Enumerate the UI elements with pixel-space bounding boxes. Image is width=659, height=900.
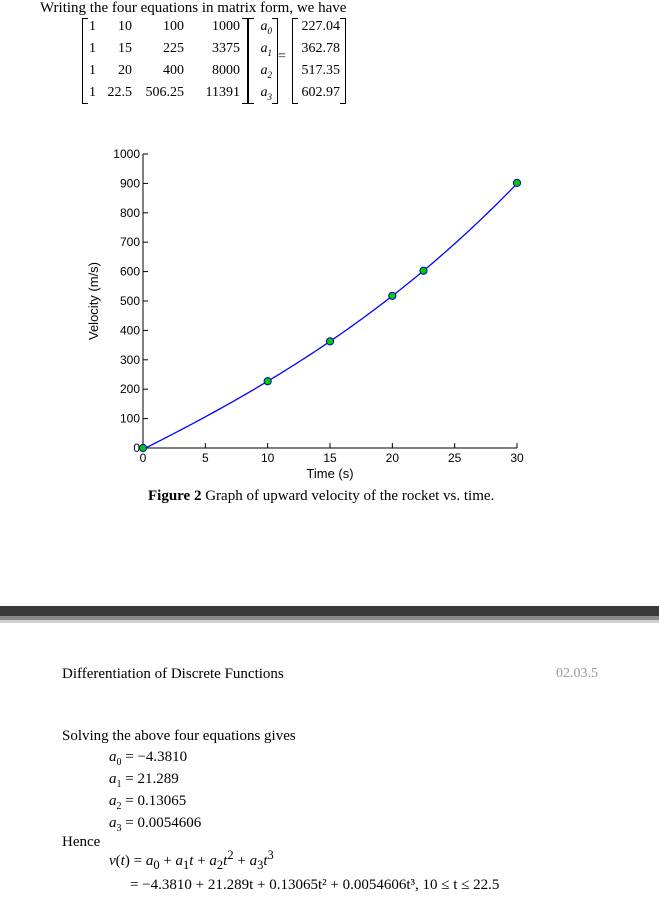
figure-label: Figure 2 bbox=[148, 488, 202, 504]
solve-text: Solving the above four equations gives bbox=[62, 728, 296, 744]
y-tick-label: 800 bbox=[120, 206, 140, 220]
unknown-left-bracket bbox=[248, 18, 254, 104]
matrix-equals: = bbox=[278, 49, 286, 64]
velocity-chart: 0 100 200 300 400 500 600 700 800 900 1000 0 5 10 15 20… bbox=[86, 147, 524, 481]
x-tick-label: 10 bbox=[261, 451, 275, 465]
x-tick-label: 30 bbox=[510, 451, 524, 465]
axis-labels: 0 100 200 300 400 500 600 700 800 900 1000 0 5 10 15 20… bbox=[86, 147, 524, 481]
velocity-equation-values: = −4.3810 + 21.289t + 0.13065t² + 0.0054… bbox=[130, 877, 500, 893]
x-tick-label: 0 bbox=[140, 451, 147, 465]
y-axis-label: Velocity (m/s) bbox=[86, 262, 101, 340]
rhs-left-bracket bbox=[292, 18, 298, 104]
rhs-right-bracket bbox=[340, 18, 346, 104]
coefficient-a3: a3 = 0.0054606 bbox=[109, 815, 202, 834]
coefficient-a0: a0 = −4.3810 bbox=[109, 749, 188, 768]
figure-caption: Figure 2 Graph of upward velocity of the… bbox=[148, 488, 494, 505]
velocity-equation: v(t) = a0 + a1t + a2t2 + a3t3 bbox=[109, 848, 274, 872]
x-axis-label: Time (s) bbox=[306, 466, 353, 481]
y-tick-label: 400 bbox=[120, 323, 140, 337]
coefficient-a1: a1 = 21.289 bbox=[109, 771, 179, 790]
x-tick-label: 20 bbox=[386, 451, 400, 465]
y-tick-label: 300 bbox=[120, 353, 140, 367]
x-tick-label: 15 bbox=[323, 451, 337, 465]
chart-axes bbox=[142, 153, 518, 449]
x-tick-label: 25 bbox=[448, 451, 462, 465]
running-header-title: Differentiation of Discrete Functions bbox=[62, 666, 284, 682]
data-point bbox=[325, 337, 335, 346]
matrix-right-bracket bbox=[242, 18, 248, 104]
y-tick-label: 500 bbox=[120, 294, 140, 308]
page-break-shadow-light bbox=[0, 620, 659, 623]
hence-text: Hence bbox=[62, 834, 101, 850]
page-break-shadow bbox=[0, 616, 659, 620]
data-point bbox=[512, 178, 522, 188]
data-point bbox=[419, 266, 428, 275]
fit-curve bbox=[142, 183, 518, 450]
data-point bbox=[263, 377, 272, 386]
y-tick-label: 600 bbox=[120, 265, 140, 279]
page-break-bar bbox=[0, 606, 659, 616]
fit-curve-line bbox=[142, 183, 518, 450]
y-tick-label: 100 bbox=[120, 412, 140, 426]
matrix-equation: = 1 10 100 1000 a0 227.04 1 15 225 3375 … bbox=[82, 16, 352, 104]
y-tick-label: 1000 bbox=[113, 147, 140, 161]
y-tick-label: 900 bbox=[120, 176, 140, 190]
y-tick-label: 700 bbox=[120, 235, 140, 249]
data-points bbox=[138, 178, 522, 453]
y-tick-label: 0 bbox=[133, 441, 140, 455]
unknown-right-bracket bbox=[272, 18, 278, 104]
y-tick-label: 200 bbox=[120, 382, 140, 396]
data-point bbox=[388, 291, 397, 300]
data-point bbox=[138, 443, 148, 453]
page-number: 02.03.5 bbox=[556, 666, 598, 681]
intro-text: Writing the four equations in matrix for… bbox=[40, 0, 347, 16]
x-tick-label: 5 bbox=[202, 451, 209, 465]
matrix-left-bracket bbox=[82, 18, 88, 104]
coefficient-a2: a2 = 0.13065 bbox=[109, 793, 187, 812]
caption-text: Graph of upward velocity of the rocket v… bbox=[201, 488, 495, 504]
